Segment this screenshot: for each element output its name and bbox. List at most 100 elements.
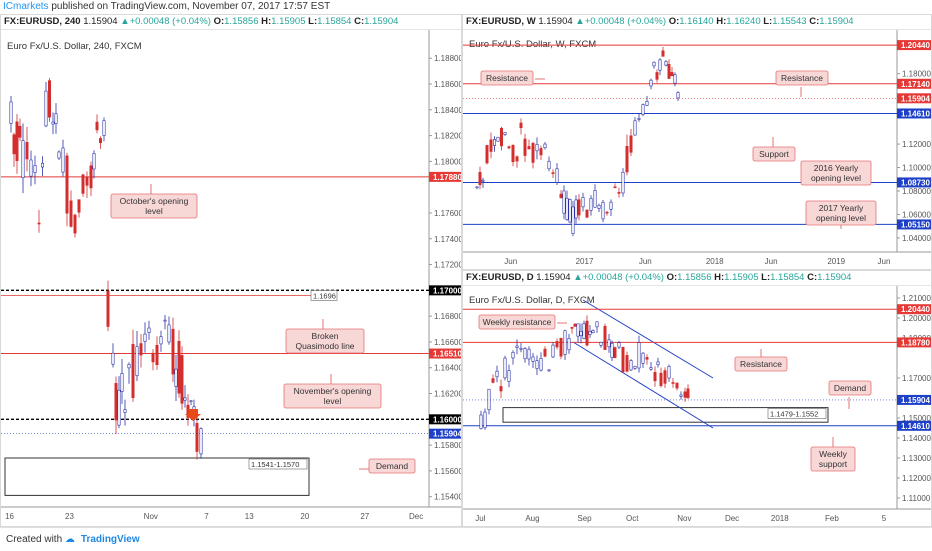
trend-channel-line (572, 341, 714, 429)
candle-body (481, 179, 485, 182)
demand-zone (4, 457, 310, 496)
candle-body (15, 121, 19, 161)
level-price-label: 1.14610 (901, 422, 930, 431)
annotation-box (110, 193, 198, 219)
candle-body (570, 326, 574, 329)
level-price-tag (429, 285, 461, 296)
candle-body (597, 204, 601, 209)
daily-chart-panel[interactable]: FX:EURUSD, D 1.15904 ▲+0.00048 (+0.04%) … (462, 270, 932, 527)
candle-body (61, 147, 65, 173)
h4-chart-plot[interactable]: Euro Fx/U.S. Dollar, 240, FXCM 1.18800 1.1… (1, 29, 462, 527)
weekly-chart-panel[interactable]: FX:EURUSD, W 1.15904 ▲+0.00048 (+0.04%) … (462, 14, 932, 270)
candle-body (579, 330, 583, 336)
annotation-text: Broken Quasimodo line (295, 331, 354, 351)
candle-body (649, 367, 653, 370)
daily-chart-plot[interactable]: Euro Fx/U.S. Dollar, D, FXCM 1.21000 1.200… (463, 285, 932, 527)
y-tick-label: 1.16600 (434, 338, 462, 347)
candle-body (603, 325, 607, 350)
zone-label-box (248, 458, 308, 470)
annotation-box (752, 146, 796, 162)
annotation-box (734, 356, 788, 372)
candle-body (47, 80, 51, 118)
current-price-tag (897, 394, 931, 405)
candle-body (621, 172, 625, 194)
ohlc-low: 1.15854 (770, 272, 805, 283)
candle-body (123, 409, 127, 413)
x-tick-label: Jul (475, 514, 485, 523)
demand-zone (502, 407, 829, 423)
candle-body (567, 338, 571, 351)
ohlc-open: 1.15856 (677, 272, 712, 283)
price-change: +0.00048 (+0.04%) (129, 16, 211, 27)
candle-body (117, 389, 121, 426)
candle-body (667, 366, 671, 379)
candle-body (523, 138, 527, 156)
level-price-label: 1.17140 (901, 80, 930, 89)
price-change: +0.00048 (+0.04%) (584, 16, 667, 27)
candle-body (503, 132, 507, 135)
candle-body (582, 323, 586, 339)
annotation-text: October's opening level (120, 196, 189, 216)
candle-body (479, 414, 483, 430)
candle-body (659, 372, 663, 386)
candle-body (515, 345, 519, 348)
y-tick-label: 1.15400 (434, 493, 462, 502)
publisher-name[interactable]: ICmarkets (3, 1, 49, 12)
footer: Created with ☁ TradingView (0, 527, 932, 550)
y-tick-label: 1.17200 (434, 261, 462, 270)
candle-body (89, 165, 93, 189)
y-tick-label: 1.10000 (902, 164, 931, 173)
candle-body (641, 352, 645, 364)
candle-body (617, 342, 621, 348)
ohlc-close: 1.15904 (364, 16, 399, 27)
level-price-tag (429, 171, 461, 182)
level-price-tag (897, 337, 931, 348)
candle-body (568, 199, 572, 223)
candle-body (487, 388, 491, 411)
level-price-label: 1.14610 (901, 109, 930, 118)
annotation-text: 2016 Yearly opening level (811, 163, 861, 183)
y-tick-label: 1.12000 (902, 474, 931, 483)
candle-body (531, 142, 535, 163)
candle-body (664, 61, 668, 66)
candle-body (577, 199, 581, 216)
y-tick-label: 1.18600 (434, 80, 462, 89)
current-price-tag (897, 93, 931, 104)
last-price: 1.15904 (83, 16, 118, 27)
annotation-text: Resistance (486, 73, 528, 83)
level-price-label: 1.20440 (901, 41, 930, 50)
tradingview-cloud-icon: ☁ (64, 534, 75, 545)
candle-body (180, 355, 184, 404)
y-tick-label: 1.18800 (434, 54, 462, 63)
candle-body (12, 134, 16, 155)
h4-chart-panel[interactable]: FX:EURUSD, 240 1.15904 ▲+0.00048 (+0.04%… (0, 14, 462, 527)
ohlc-open: 1.16140 (679, 16, 714, 27)
x-tick-label: 2018 (706, 257, 724, 266)
y-tick-label: 1.15000 (902, 414, 931, 423)
tradingview-logo[interactable]: TradingView (80, 534, 140, 545)
x-tick-label: Jun (765, 257, 778, 266)
candle-body (127, 364, 131, 369)
symbol: FX:EURUSD, W (466, 16, 536, 27)
x-tick-label: Jun (504, 257, 517, 266)
y-tick-label: 1.06000 (902, 210, 931, 219)
candle-body (543, 143, 547, 149)
annotation-box (283, 383, 382, 409)
weekly-chart-plot[interactable]: Euro Fx/U.S. Dollar, W, FXCM1.180001.160… (463, 29, 932, 270)
candle-body (515, 156, 519, 162)
candle-body (543, 348, 547, 357)
candle-body (574, 199, 578, 219)
candle-body (65, 155, 69, 214)
candle-body (675, 382, 679, 389)
level-price-label: 1.05150 (901, 220, 930, 229)
candle-body (585, 209, 589, 218)
candle-body (625, 146, 629, 173)
symbol: FX:EURUSD, D (466, 272, 534, 283)
candle-body (673, 74, 677, 84)
candle-body (613, 186, 617, 189)
x-tick-label: 2017 (576, 257, 594, 266)
x-tick-label: 13 (245, 512, 254, 521)
candle-body (143, 333, 147, 342)
ohlc-high: 1.15905 (271, 16, 306, 27)
y-tick-label: 1.18200 (434, 132, 462, 141)
